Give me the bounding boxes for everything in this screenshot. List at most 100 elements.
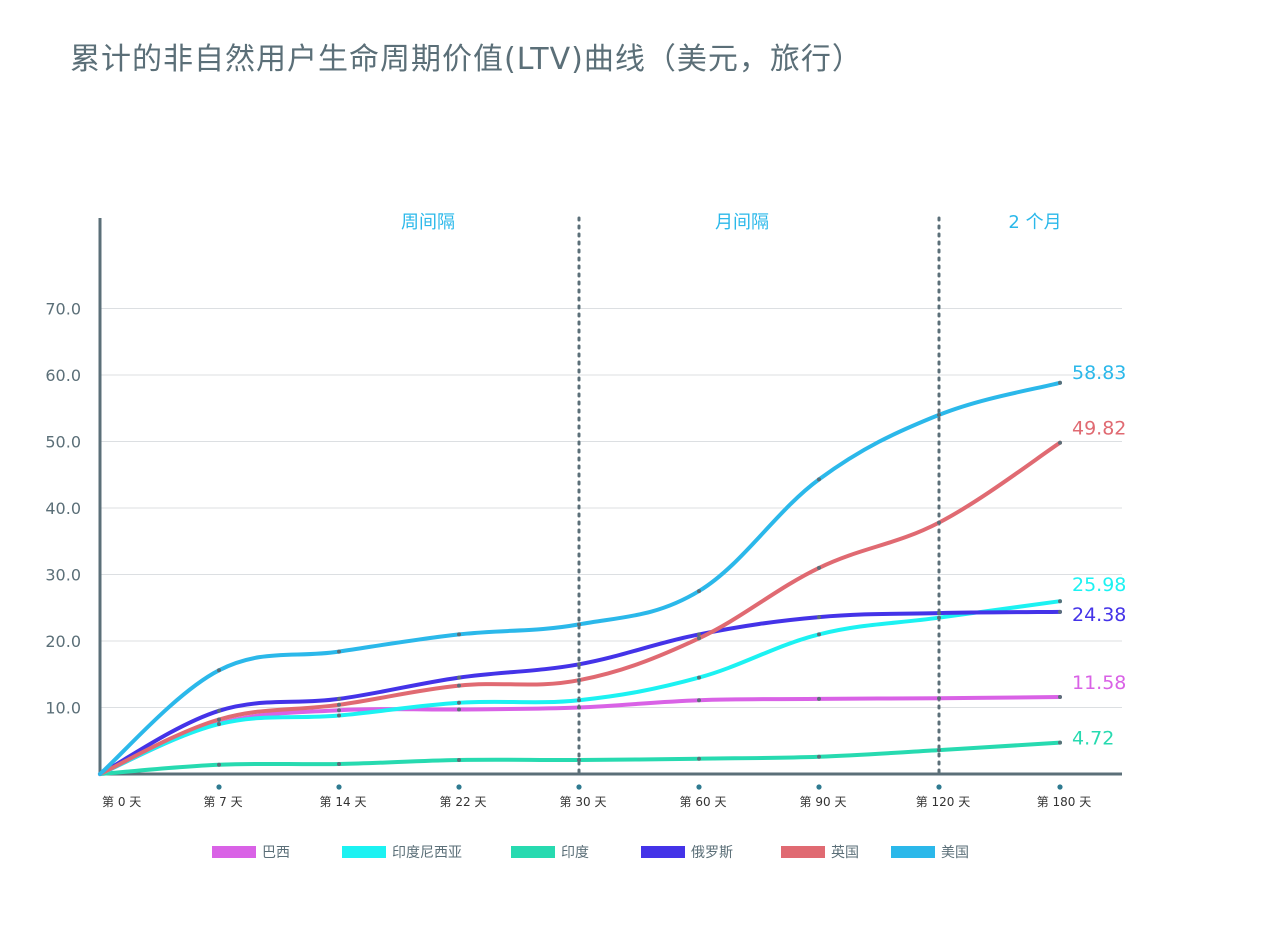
section-label: 2 个月 [1008,212,1061,233]
x-tick-marker [576,784,582,790]
data-point [457,758,461,762]
x-tick-marker [456,784,462,790]
chart-legend: 巴西 印度尼西亚 印度 俄罗斯 英国 美国 [0,842,1269,866]
legend-label: 印度 [561,845,589,861]
legend-item: 美国 [891,842,969,862]
data-point [217,717,221,722]
data-point [937,748,941,753]
data-point [697,698,701,703]
data-point [337,708,341,713]
x-tick-label: 第 0 天 [102,795,141,809]
data-point [1058,609,1062,614]
legend-label: 印度尼西亚 [392,845,462,861]
y-tick-label: 60.0 [45,366,81,385]
legend-label: 巴西 [262,845,290,861]
data-point [937,412,941,417]
data-point [457,707,461,712]
data-point [337,702,341,707]
data-point [1058,740,1062,745]
data-point [697,675,701,680]
data-point [337,696,341,701]
x-tick-label: 第 30 天 [560,795,607,809]
data-point [217,762,221,767]
data-point [697,756,701,761]
data-point [457,683,461,688]
data-point [697,632,701,637]
data-point [1058,440,1062,445]
data-point [937,696,941,701]
legend-item: 俄罗斯 [641,842,733,862]
data-point [217,668,221,673]
x-tick-marker [216,784,222,790]
legend-swatch [342,846,386,858]
data-point [817,615,821,620]
x-tick-label: 第 90 天 [800,795,847,809]
chart-title: 累计的非自然用户生命周期价值(LTV)曲线（美元，旅行） [70,42,863,77]
data-point [937,520,941,525]
x-tick-marker [336,784,342,790]
y-tick-label: 30.0 [45,566,81,585]
x-tick-label: 第 14 天 [320,795,367,809]
data-point [577,698,581,703]
data-point [577,705,581,710]
y-tick-label: 10.0 [45,699,81,718]
end-value-label: 11.58 [1072,672,1126,694]
data-point [1058,599,1062,604]
data-point [817,632,821,637]
legend-label: 俄罗斯 [691,845,733,861]
legend-item: 印度 [511,842,589,862]
legend-swatch [781,846,825,858]
data-point [817,696,821,701]
data-point [817,565,821,570]
legend-swatch [641,846,685,858]
legend-item: 英国 [781,842,859,862]
y-tick-label: 40.0 [45,499,81,518]
legend-item: 印度尼西亚 [342,842,462,862]
legend-swatch [891,846,935,858]
x-tick-label: 第 60 天 [680,795,727,809]
x-tick-marker [1057,784,1063,790]
data-point [457,675,461,680]
y-tick-label: 20.0 [45,632,81,651]
data-point [337,713,341,718]
legend-label: 美国 [941,845,969,861]
data-point [337,649,341,654]
x-tick-label: 第 120 天 [916,795,971,809]
x-tick-marker [816,784,822,790]
data-point [577,678,581,683]
x-tick-marker [696,784,702,790]
data-point [937,611,941,616]
y-tick-label: 70.0 [45,300,81,319]
legend-label: 英国 [831,845,859,861]
x-tick-label: 第 7 天 [203,795,242,809]
x-tick-label: 第 180 天 [1037,795,1092,809]
x-tick-marker [936,784,942,790]
section-label: 周间隔 [401,212,455,233]
end-value-label: 49.82 [1072,418,1126,440]
data-point [217,722,221,727]
data-point [577,662,581,667]
legend-item: 巴西 [212,842,290,862]
x-tick-label: 第 22 天 [440,795,487,809]
data-point [817,754,821,759]
data-point [457,632,461,637]
data-point [697,589,701,594]
data-point [937,615,941,620]
end-value-label: 58.83 [1072,362,1126,384]
data-point [337,762,341,766]
data-point [577,622,581,627]
y-tick-label: 50.0 [45,433,81,452]
data-point [1058,380,1062,385]
data-point [697,636,701,641]
data-point [457,700,461,705]
data-point [1058,695,1062,699]
legend-swatch [212,846,256,858]
end-value-label: 25.98 [1072,574,1126,596]
section-label: 月间隔 [715,212,769,233]
data-point [577,758,581,762]
data-point [217,708,221,713]
end-value-label: 24.38 [1072,604,1126,626]
end-value-label: 4.72 [1072,728,1114,750]
legend-swatch [511,846,555,858]
